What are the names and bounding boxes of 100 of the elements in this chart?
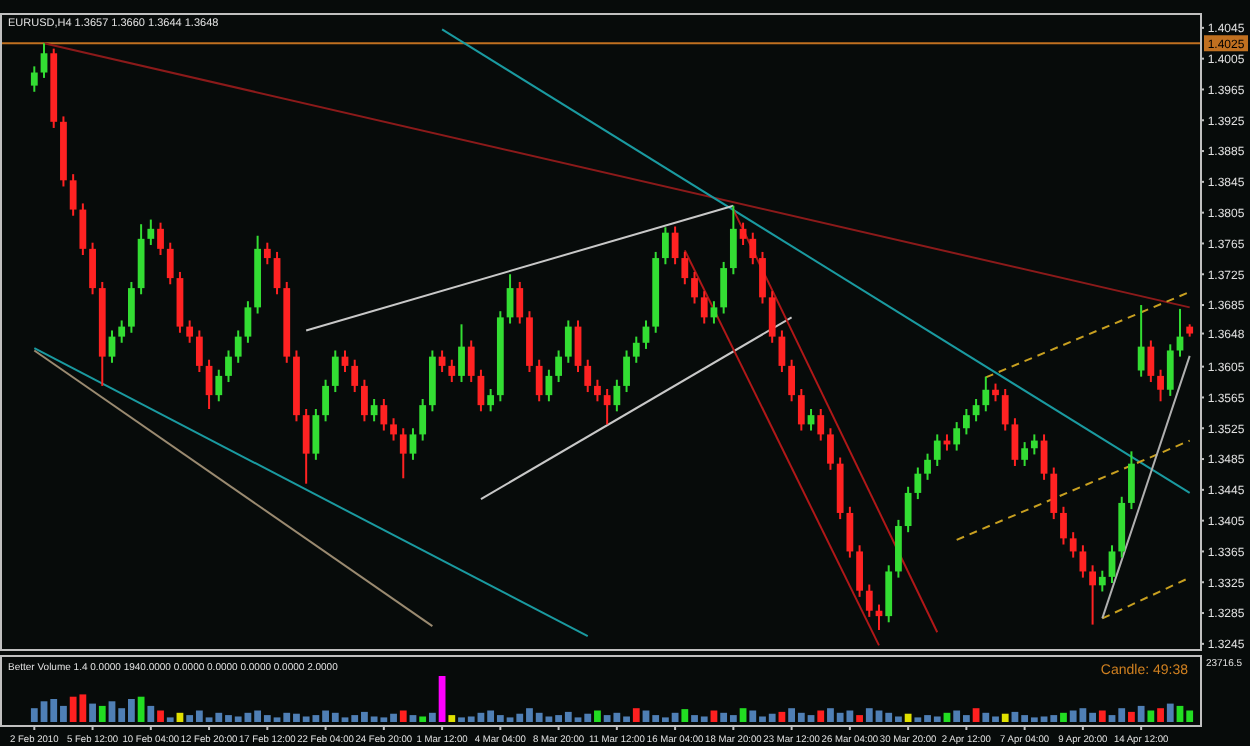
candlestick <box>69 173 77 217</box>
candlestick <box>788 358 796 403</box>
candlestick <box>817 408 825 442</box>
candlestick <box>982 375 990 413</box>
candlestick <box>662 226 669 266</box>
candlestick <box>467 339 475 384</box>
candlestick <box>516 280 524 325</box>
bar <box>681 709 689 722</box>
candlestick <box>322 378 329 423</box>
candlestick <box>914 466 922 501</box>
bar <box>1001 713 1009 722</box>
candlestick <box>40 42 48 79</box>
candlestick <box>380 397 388 432</box>
candlestick <box>409 427 417 461</box>
bar <box>448 715 456 722</box>
candlestick <box>681 250 689 286</box>
candlestick <box>419 397 427 442</box>
bar <box>1060 712 1067 722</box>
candlestick <box>759 250 766 305</box>
candlestick <box>933 433 941 467</box>
candlestick <box>1021 441 1029 467</box>
candlestick <box>1108 544 1116 585</box>
candlestick <box>623 349 630 394</box>
bar <box>1157 708 1164 722</box>
candlestick <box>613 378 621 413</box>
candlestick <box>953 421 961 452</box>
candlestick <box>904 485 912 534</box>
candlestick <box>186 319 194 344</box>
candlestick <box>225 349 232 384</box>
bar <box>817 710 825 722</box>
candlestick <box>865 583 873 618</box>
candlestick <box>157 221 164 256</box>
candlestick <box>885 564 893 624</box>
bar <box>98 705 106 722</box>
candlestick <box>535 358 543 403</box>
candlestick <box>30 65 38 93</box>
candlestick <box>797 387 805 432</box>
candlestick <box>487 387 495 413</box>
candlestick <box>1128 450 1135 511</box>
candlestick <box>671 225 679 266</box>
candlestick <box>1011 417 1019 467</box>
candlestick <box>263 241 271 266</box>
bar <box>157 710 164 722</box>
bar <box>1098 710 1106 722</box>
bar <box>904 713 912 722</box>
candlestick <box>1147 339 1155 384</box>
bar <box>399 710 407 722</box>
candlestick <box>545 368 553 403</box>
candlestick <box>700 290 708 325</box>
bar <box>856 715 863 722</box>
candlestick <box>361 378 368 423</box>
candlestick <box>351 358 359 394</box>
candlestick <box>584 358 592 394</box>
candlestick <box>370 397 378 423</box>
candlestick <box>1050 466 1058 521</box>
candlestick <box>827 427 834 471</box>
bar <box>594 710 601 722</box>
bar <box>1137 705 1145 722</box>
candlestick <box>749 231 757 266</box>
candlestick <box>1137 304 1145 378</box>
candlestick <box>302 408 310 485</box>
bar <box>1166 703 1174 722</box>
candlestick <box>1079 544 1087 579</box>
candlestick <box>856 544 863 598</box>
candlestick <box>895 518 902 579</box>
candlestick <box>846 505 854 559</box>
candlestick <box>1030 433 1038 456</box>
candlestick <box>924 452 931 481</box>
candlestick <box>128 280 135 334</box>
candlestick <box>312 408 320 461</box>
candlestick <box>564 319 572 364</box>
candlestick <box>1069 531 1077 559</box>
candlestick <box>215 368 223 403</box>
bar <box>1147 710 1155 722</box>
candlestick <box>691 270 698 305</box>
candlestick <box>458 323 465 384</box>
bar <box>419 716 427 722</box>
bar <box>147 705 155 722</box>
candlestick <box>331 349 339 394</box>
candlestick <box>632 335 640 364</box>
candlestick <box>195 329 203 374</box>
bar <box>428 712 436 722</box>
candlestick <box>1001 387 1009 432</box>
candlestick <box>79 202 87 256</box>
candlestick <box>962 408 970 436</box>
bar <box>632 708 640 722</box>
candlestick <box>1060 505 1067 546</box>
candlestick <box>1089 564 1096 626</box>
candlestick <box>594 378 601 403</box>
bar <box>137 696 145 722</box>
candlestick <box>89 241 96 296</box>
candlestick <box>720 260 728 315</box>
candlestick <box>1098 569 1106 593</box>
candlestick <box>118 319 126 344</box>
candlestick <box>768 290 776 344</box>
candlestick <box>603 387 611 426</box>
candlestick <box>448 358 456 384</box>
bar <box>1128 711 1135 722</box>
candlestick <box>1166 343 1174 397</box>
candlestick <box>729 204 737 276</box>
